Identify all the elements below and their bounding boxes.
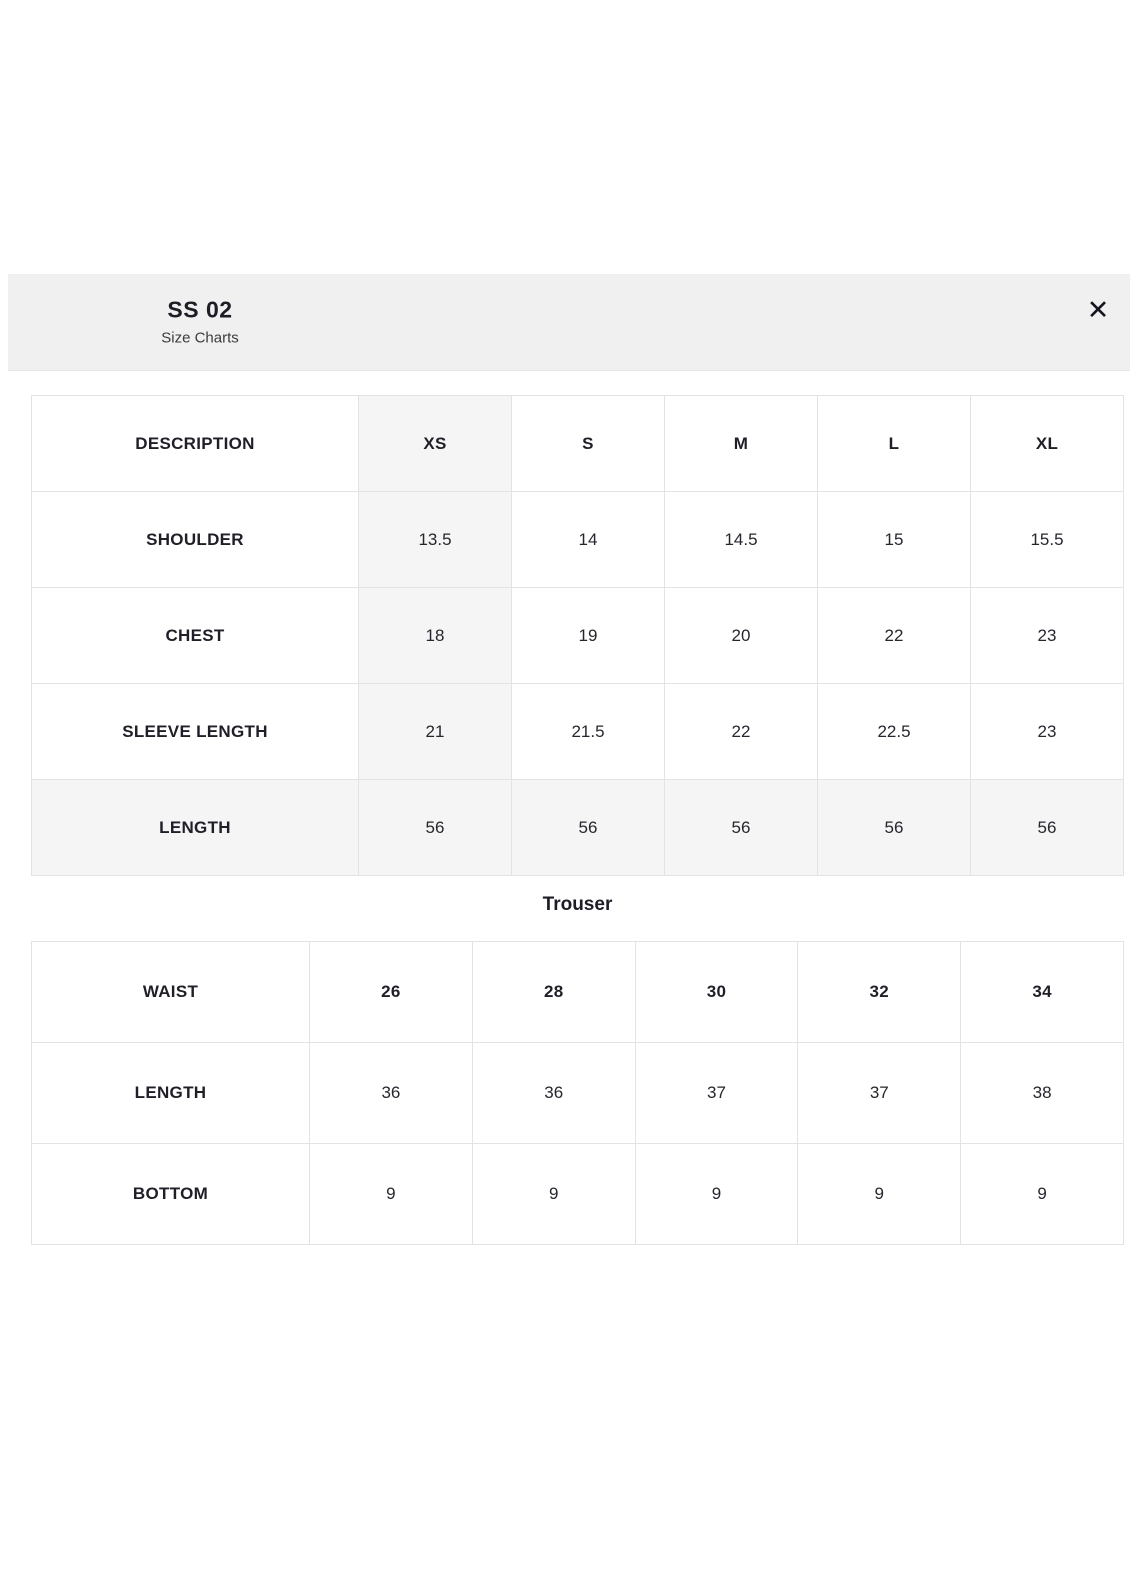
table-row-bottom: BOTTOM 9 9 9 9 9 xyxy=(31,1143,1124,1245)
size-value: 9 xyxy=(960,1143,1124,1245)
column-header-m: M xyxy=(664,395,818,492)
size-value: 22 xyxy=(817,587,971,684)
size-value: 22.5 xyxy=(817,683,971,780)
size-value: 56 xyxy=(664,779,818,876)
column-header-xs: XS xyxy=(358,395,512,492)
trouser-size-table: WAIST 26 28 30 32 34 LENGTH 36 36 37 37 … xyxy=(31,941,1124,1245)
size-value: 56 xyxy=(358,779,512,876)
size-value: 19 xyxy=(511,587,665,684)
table-row-length: LENGTH 56 56 56 56 56 xyxy=(31,779,1124,876)
size-value: 38 xyxy=(960,1042,1124,1144)
size-value: 37 xyxy=(797,1042,962,1144)
modal-header: SS 02 Size Charts ✕ xyxy=(8,274,1130,371)
size-value: 9 xyxy=(797,1143,962,1245)
size-value: 23 xyxy=(970,587,1124,684)
size-value: 37 xyxy=(634,1042,799,1144)
size-value: 22 xyxy=(664,683,818,780)
table-row-trouser-length: LENGTH 36 36 37 37 38 xyxy=(31,1042,1124,1144)
column-header-28: 28 xyxy=(471,941,636,1043)
size-value: 9 xyxy=(309,1143,473,1245)
size-value: 56 xyxy=(970,779,1124,876)
size-value: 56 xyxy=(817,779,971,876)
table-row-sleeve-length: SLEEVE LENGTH 21 21.5 22 22.5 23 xyxy=(31,683,1124,780)
size-value: 36 xyxy=(471,1042,636,1144)
size-value: 9 xyxy=(634,1143,799,1245)
size-value: 14 xyxy=(511,491,665,588)
table-row-shoulder: SHOULDER 13.5 14 14.5 15 15.5 xyxy=(31,491,1124,588)
size-value: 9 xyxy=(471,1143,636,1245)
size-value: 15.5 xyxy=(970,491,1124,588)
close-icon[interactable]: ✕ xyxy=(1080,292,1116,328)
column-header-l: L xyxy=(817,395,971,492)
column-header-32: 32 xyxy=(797,941,962,1043)
row-label: SHOULDER xyxy=(31,491,359,588)
row-label: CHEST xyxy=(31,587,359,684)
size-value: 18 xyxy=(358,587,512,684)
column-header-waist: WAIST xyxy=(31,941,310,1043)
size-value: 13.5 xyxy=(358,491,512,588)
size-value: 15 xyxy=(817,491,971,588)
column-header-30: 30 xyxy=(634,941,799,1043)
column-header-34: 34 xyxy=(960,941,1124,1043)
size-value: 23 xyxy=(970,683,1124,780)
size-value: 20 xyxy=(664,587,818,684)
size-charts-content: DESCRIPTION XS S M L XL SHOULDER 13.5 14… xyxy=(31,395,1124,1245)
trouser-section-title: Trouser xyxy=(542,894,613,915)
column-header-26: 26 xyxy=(309,941,473,1043)
row-label: BOTTOM xyxy=(31,1143,310,1245)
modal-title-block: SS 02 Size Charts xyxy=(161,297,239,348)
row-label: LENGTH xyxy=(31,1042,310,1144)
size-value: 21.5 xyxy=(511,683,665,780)
table-header-row: DESCRIPTION XS S M L XL xyxy=(31,395,1124,492)
product-title: SS 02 xyxy=(167,296,233,323)
size-value: 56 xyxy=(511,779,665,876)
size-value: 21 xyxy=(358,683,512,780)
column-header-s: S xyxy=(511,395,665,492)
column-header-xl: XL xyxy=(970,395,1124,492)
column-header-description: DESCRIPTION xyxy=(31,395,359,492)
table-header-row: WAIST 26 28 30 32 34 xyxy=(31,941,1124,1043)
row-label: SLEEVE LENGTH xyxy=(31,683,359,780)
table-row-chest: CHEST 18 19 20 22 23 xyxy=(31,587,1124,684)
size-value: 14.5 xyxy=(664,491,818,588)
modal-subtitle: Size Charts xyxy=(161,329,239,347)
size-value: 36 xyxy=(309,1042,473,1144)
row-label: LENGTH xyxy=(31,779,359,876)
shirt-size-table: DESCRIPTION XS S M L XL SHOULDER 13.5 14… xyxy=(31,395,1124,876)
